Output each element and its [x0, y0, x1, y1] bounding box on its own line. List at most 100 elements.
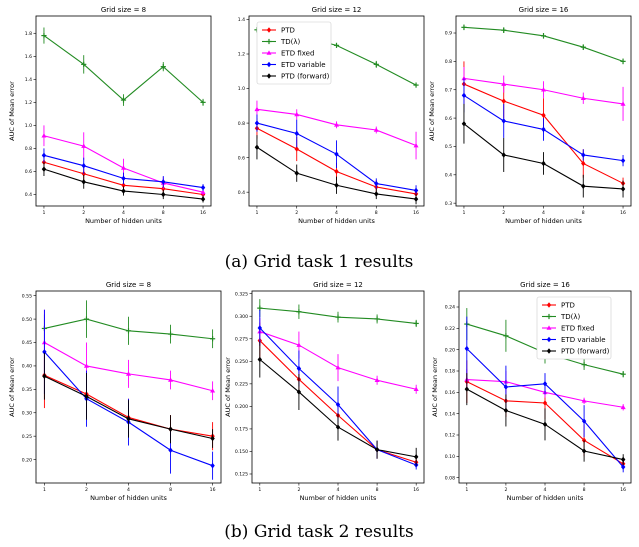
data-point	[333, 42, 340, 48]
y-tick-label: 0.4	[25, 192, 32, 198]
x-axis-label: Number of hidden units	[300, 494, 377, 502]
legend-marker	[266, 73, 272, 79]
data-point	[168, 377, 174, 382]
x-tick-label: 2	[504, 487, 507, 493]
data-point	[373, 127, 379, 132]
data-point	[620, 101, 626, 106]
data-point	[580, 44, 586, 50]
legend-entry: TD(λ)	[542, 313, 581, 321]
caption-a: (a) Grid task 1 results	[225, 252, 414, 272]
data-point	[620, 186, 626, 192]
data-point	[503, 407, 509, 414]
legend: PTD TD(λ) ETD fixed ETD variable PTD (forwar…	[256, 21, 332, 85]
data-point	[334, 151, 339, 157]
data-point	[413, 142, 419, 148]
x-tick-label: 2	[85, 487, 88, 493]
panel-title: Grid size = 12	[312, 6, 362, 14]
data-point	[42, 373, 47, 380]
y-tick-label: 0.5	[445, 144, 452, 150]
series-ptd	[254, 117, 419, 200]
y-tick-label: 0.20	[22, 457, 32, 463]
x-tick-label: 16	[413, 210, 419, 216]
data-point	[541, 126, 546, 133]
legend-label: ETD variable	[281, 61, 326, 69]
series-ptd-forward-	[464, 373, 626, 465]
data-point	[581, 418, 587, 424]
legend-box	[536, 296, 612, 360]
series-etd-fixed	[254, 100, 419, 160]
panel-5: Grid size = 12 1 2 4 8 16 0.125 0.150 0.175 0.200…	[224, 281, 425, 502]
y-tick-label: 0.200	[235, 404, 248, 410]
data-point	[41, 166, 47, 172]
data-point	[620, 456, 626, 463]
y-tick-label: 0.175	[235, 427, 248, 433]
series-line	[43, 35, 204, 103]
series-etd-fixed	[257, 318, 419, 394]
y-tick-label: 1.2	[25, 100, 32, 106]
data-point	[161, 179, 166, 185]
y-tick-label: 0.08	[445, 475, 455, 481]
x-tick-label: 8	[376, 487, 379, 493]
legend-entry: ETD fixed	[262, 50, 314, 58]
x-tick-label: 16	[200, 210, 206, 216]
series-ptd-forward-	[254, 135, 419, 205]
legend-marker	[546, 313, 552, 320]
y-axis-label: AUC of Mean error	[8, 81, 16, 141]
y-axis-label: AUC of Mean error	[8, 357, 16, 417]
x-tick-label: 8	[582, 210, 585, 216]
data-point	[374, 191, 379, 197]
x-tick-label: 2	[82, 210, 85, 216]
data-point	[374, 377, 380, 383]
data-point	[257, 356, 263, 363]
x-tick-label: 1	[42, 210, 45, 216]
x-tick-label: 1	[43, 487, 46, 493]
data-point	[41, 152, 47, 159]
y-tick-label: 0.250	[235, 359, 248, 365]
x-tick-label: 2	[295, 210, 298, 216]
panel-title: Grid size = 12	[313, 281, 363, 289]
data-point	[121, 165, 126, 170]
x-tick-label: 2	[502, 210, 505, 216]
data-point	[461, 92, 467, 99]
series-td-	[41, 300, 216, 349]
y-tick-label: 0.8	[25, 146, 32, 152]
legend-marker	[266, 38, 272, 45]
data-point	[581, 437, 587, 444]
x-axis-label: Number of hidden units	[507, 494, 584, 502]
data-point	[542, 400, 548, 406]
legend-label: ETD variable	[561, 336, 606, 344]
x-tick-label: 1	[255, 210, 258, 216]
data-point	[581, 362, 587, 368]
x-tick-label: 8	[162, 210, 165, 216]
data-point	[373, 61, 379, 67]
data-point	[541, 87, 546, 92]
x-tick-label: 8	[169, 487, 172, 493]
y-tick-label: 0.325	[235, 291, 248, 297]
data-point	[294, 111, 300, 117]
legend-marker	[266, 27, 272, 33]
x-tick-label: 2	[297, 487, 300, 493]
data-point	[374, 316, 380, 322]
y-tick-label: 0.225	[235, 382, 248, 388]
series-line	[463, 26, 624, 62]
x-tick-label: 1	[258, 487, 261, 493]
y-tick-label: 0.7	[445, 87, 452, 93]
data-point	[620, 58, 626, 64]
panel-4: Grid size = 8 1 2 4 8 16 0.20 0.25 0.30 0.35 0.40 0…	[8, 281, 222, 502]
data-point	[294, 170, 299, 176]
data-point	[83, 316, 90, 322]
legend-entry: ETD fixed	[542, 325, 594, 333]
y-tick-label: 0.40	[22, 364, 32, 370]
y-tick-label: 0.6	[445, 116, 452, 122]
data-point	[210, 435, 215, 442]
series-td-	[257, 299, 419, 328]
legend-label: ETD fixed	[561, 325, 594, 333]
y-tick-label: 0.3	[445, 201, 452, 207]
data-point	[542, 381, 548, 387]
data-point	[81, 162, 86, 169]
x-tick-label: 4	[542, 210, 545, 216]
data-point	[501, 81, 507, 86]
data-point	[81, 61, 87, 67]
y-tick-label: 0.6	[238, 155, 245, 161]
data-point	[335, 401, 341, 408]
